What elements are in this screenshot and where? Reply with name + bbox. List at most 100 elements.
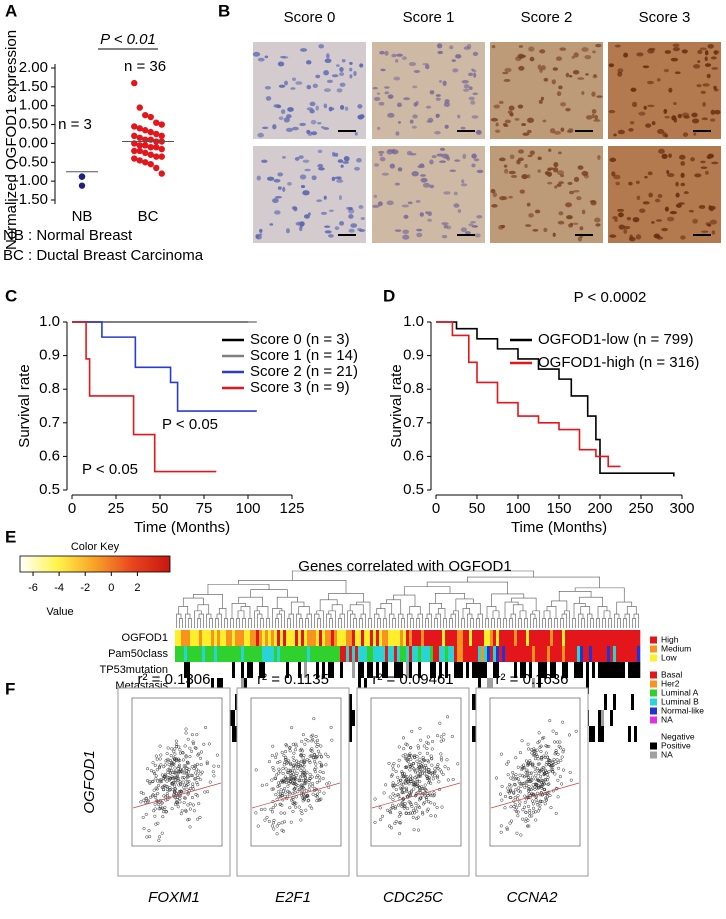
nucleus [354,167,360,171]
nucleus [637,196,641,200]
y-tick-label: 0.50 [19,116,48,133]
dendrogram-branch [332,605,342,614]
legend-swatch [650,752,657,759]
dendrogram-branch [375,614,380,628]
heatmap-cell [556,646,559,662]
nucleus [378,151,384,154]
nucleus [426,106,431,109]
heatmap-cell [613,646,616,662]
heatmap-cell [535,630,538,646]
nucleus [552,79,556,84]
heatmap-cell [595,646,598,662]
nucleus [537,169,540,172]
heatmap-cell [304,630,307,646]
dendrogram-branch [579,614,584,628]
heatmap-cell [580,662,583,678]
dendrogram-branch [438,608,445,618]
dendrogram-branch [408,614,413,628]
heatmap-cell [517,630,520,646]
heatmap-cell [346,646,349,662]
nucleus [609,158,616,162]
heatmap-cell [478,662,481,678]
nucleus [259,229,262,233]
heatmap-cell [211,662,214,678]
nucleus [547,182,552,185]
heatmap-cell [505,646,508,662]
heatmap-cell [637,662,640,678]
heatmap-cell [295,630,298,646]
heatmap-cell [307,630,310,646]
dendrogram-branch [219,608,226,618]
dendrogram-branch [426,618,429,628]
nucleus [705,171,709,175]
heatmap-cell [580,646,583,662]
nucleus [665,50,672,54]
nucleus [300,223,304,228]
y-tick-label: 1.50 [19,78,48,95]
nucleus [573,190,579,193]
nucleus [663,109,667,114]
nucleus [568,128,573,132]
nucleus [317,122,321,124]
dendrogram-branch [603,618,606,628]
nucleus [511,175,517,178]
nucleus [416,200,421,203]
dendrogram-branch [477,618,480,628]
nucleus [550,128,555,133]
dendrogram-branch [238,580,346,593]
nucleus [509,106,515,111]
nucleus [336,180,343,183]
nucleus [705,50,709,55]
nucleus [377,92,381,94]
key-tick-label: 0 [108,582,114,594]
heatmap-cell [613,630,616,646]
heatmap-cell [412,646,415,662]
nucleus [710,220,717,225]
dendrogram-branch [288,618,291,628]
heatmap-cell [211,646,214,662]
dendrogram-branch [627,606,636,614]
nucleus [325,230,332,233]
heatmap-cell [367,646,370,662]
nucleus [442,235,448,239]
heatmap-cell [535,646,538,662]
nucleus [614,218,618,222]
nucleus [676,193,680,198]
heatmap-cell [601,630,604,646]
heatmap-cell [472,646,475,662]
dendrogram-branch [615,614,620,628]
nucleus [499,101,504,104]
heatmap-cell [217,630,220,646]
nucleus [643,65,650,68]
nucleus [325,58,332,63]
nucleus [629,237,636,242]
heatmap-cell [241,630,244,646]
nucleus [339,67,343,72]
heatmap-cell [616,630,619,646]
nucleus [321,126,325,129]
dendrogram-branch [418,614,423,628]
nucleus [707,44,714,49]
heatmap-cell [271,630,274,646]
nucleus [518,149,524,153]
nucleus [299,123,306,126]
dendrogram-branch [277,597,297,608]
nucleus [425,211,428,214]
nucleus [458,209,461,213]
heatmap-cell [592,662,595,678]
y-tick-label: 0.8 [39,380,60,397]
heatmap-cell [370,646,373,662]
nucleus [311,131,317,135]
heatmap-cell [313,630,316,646]
dendrogram-branch [471,618,474,628]
nucleus [623,229,627,234]
micrograph [253,146,366,243]
plot-title: r² = 0.1306 [138,671,211,688]
nucleus [336,64,340,67]
nucleus [504,165,508,168]
heatmap-cell [175,630,178,646]
nucleus [412,114,417,118]
nucleus [683,115,689,118]
dendrogram-branch [291,602,304,614]
nucleus [358,115,364,119]
